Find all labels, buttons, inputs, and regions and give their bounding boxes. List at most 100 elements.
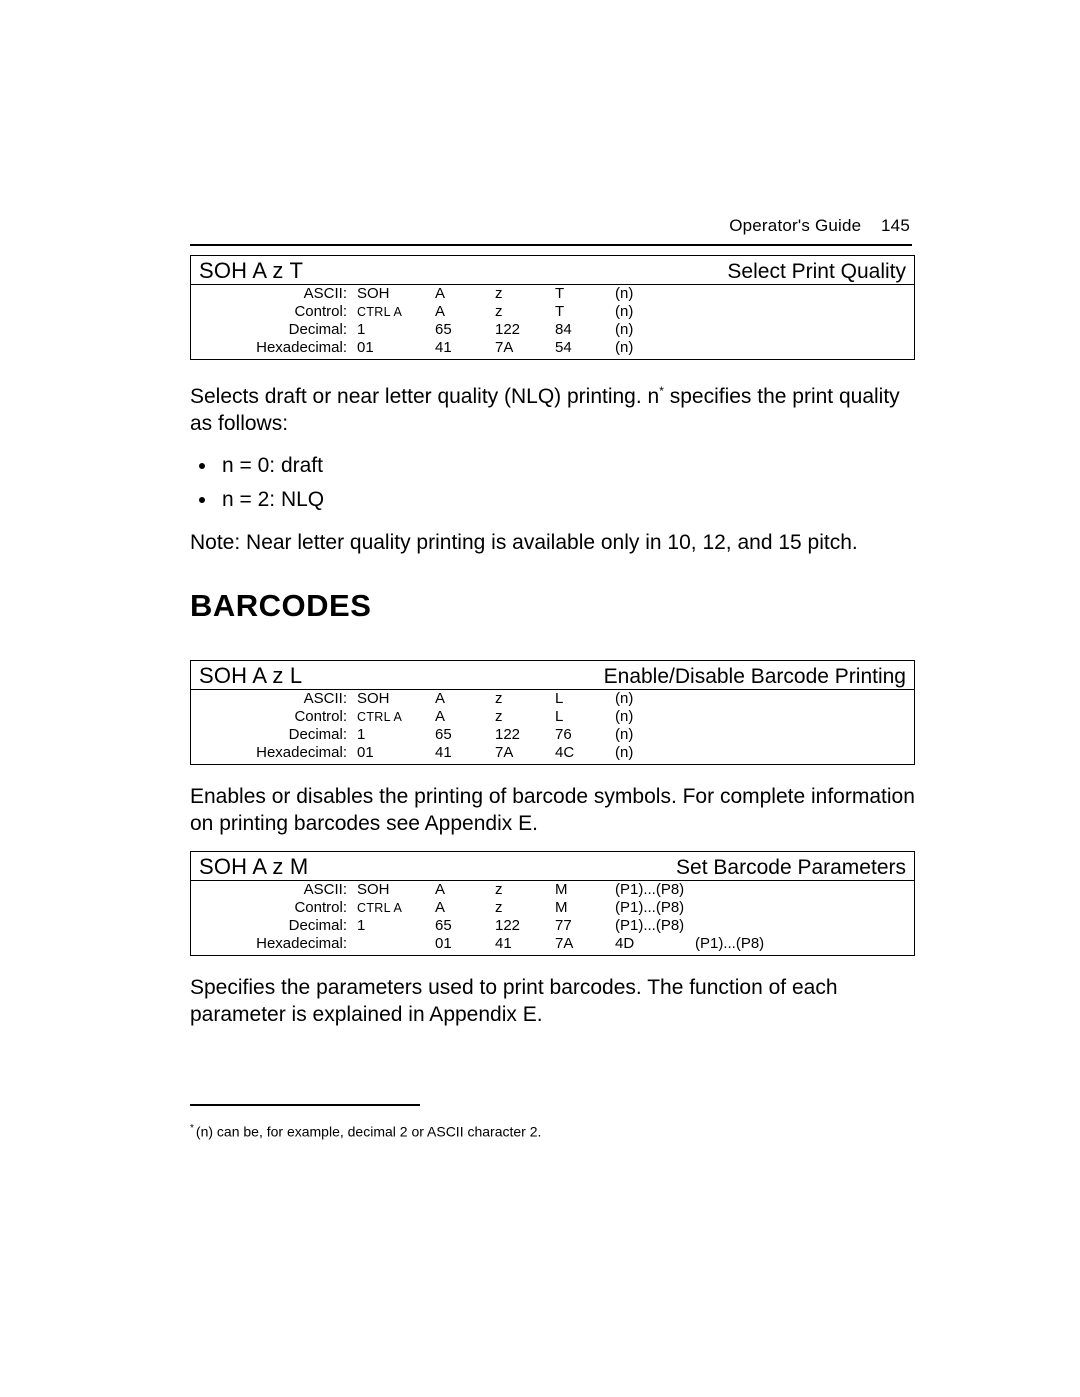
enc-label: ASCII: <box>191 881 351 899</box>
enc-cell: 65 <box>435 726 495 744</box>
enc-cell: M <box>555 881 615 899</box>
enc-cell: 1 <box>351 726 435 744</box>
enc-cell: T <box>555 285 615 303</box>
command-title: Set Barcode Parameters <box>676 856 906 880</box>
table-row: ASCII: SOH A z M (P1)...(P8) <box>191 881 914 899</box>
encoding-table: ASCII: SOH A z T (n) Control: CTRL A A z… <box>191 285 914 359</box>
enc-cell: 54 <box>555 339 615 357</box>
enc-cell: z <box>495 285 555 303</box>
table-row: Control: CTRL A A z L (n) <box>191 708 914 726</box>
command-header: SOH A z M Set Barcode Parameters <box>191 852 914 881</box>
list-item: n = 0: draft <box>218 451 915 481</box>
enc-cell: T <box>555 303 615 321</box>
enc-cell: z <box>495 881 555 899</box>
section-heading-barcodes: BARCODES <box>190 588 915 624</box>
note-paragraph: Note: Near letter quality printing is av… <box>190 529 915 556</box>
enc-cell: L <box>555 708 615 726</box>
enc-cell: (P1)...(P8) <box>615 917 695 935</box>
table-row: Control: CTRL A A z M (P1)...(P8) <box>191 899 914 917</box>
enc-cell: (n) <box>615 303 695 321</box>
enc-cell: (n) <box>615 321 695 339</box>
enc-label: Hexadecimal: <box>191 935 351 953</box>
bullet-list: n = 0: draft n = 2: NLQ <box>218 451 915 515</box>
footnote-text: (n) can be, for example, decimal 2 or AS… <box>196 1124 542 1140</box>
enc-cell: A <box>435 708 495 726</box>
command-header: SOH A z L Enable/Disable Barcode Printin… <box>191 661 914 690</box>
enc-cell: z <box>495 708 555 726</box>
table-row: Hexadecimal: 01 41 7A 54 (n) <box>191 339 914 357</box>
enc-cell: 122 <box>495 917 555 935</box>
enc-cell: A <box>435 285 495 303</box>
table-row: Hexadecimal: 01 41 7A 4D (P1)...(P8) <box>191 935 914 953</box>
list-item: n = 2: NLQ <box>218 485 915 515</box>
enc-label: Hexadecimal: <box>191 339 351 357</box>
enc-cell: CTRL A <box>351 899 435 917</box>
enc-cell <box>351 935 435 953</box>
enc-cell: z <box>495 899 555 917</box>
header-rule <box>190 244 912 246</box>
enc-cell: 1 <box>351 321 435 339</box>
enc-cell: M <box>555 899 615 917</box>
enc-cell: 65 <box>435 321 495 339</box>
enc-cell: (P1)...(P8) <box>695 935 795 953</box>
enc-cell: 65 <box>435 917 495 935</box>
enc-cell: 41 <box>435 744 495 762</box>
command-title: Enable/Disable Barcode Printing <box>604 665 906 689</box>
enc-label: Decimal: <box>191 321 351 339</box>
command-code: SOH A z T <box>199 258 303 284</box>
table-row: Decimal: 1 65 122 77 (P1)...(P8) <box>191 917 914 935</box>
table-row: Decimal: 1 65 122 84 (n) <box>191 321 914 339</box>
enc-label: ASCII: <box>191 285 351 303</box>
command-code: SOH A z M <box>199 854 308 880</box>
command-title: Select Print Quality <box>727 260 906 284</box>
enc-cell: 01 <box>351 744 435 762</box>
enc-cell: (n) <box>615 285 695 303</box>
enc-label: Control: <box>191 708 351 726</box>
footnote-rule <box>190 1104 420 1106</box>
paragraph: Specifies the parameters used to print b… <box>190 974 915 1028</box>
page-number: 145 <box>881 216 910 235</box>
footnote: *(n) can be, for example, decimal 2 or A… <box>190 1120 915 1141</box>
command-box-print-quality: SOH A z T Select Print Quality ASCII: SO… <box>190 255 915 360</box>
command-code: SOH A z L <box>199 663 302 689</box>
enc-cell: 122 <box>495 726 555 744</box>
paragraph: Selects draft or near letter quality (NL… <box>190 378 915 437</box>
enc-cell: (P1)...(P8) <box>615 899 695 917</box>
enc-cell: (n) <box>615 690 695 708</box>
enc-cell: 77 <box>555 917 615 935</box>
enc-cell: A <box>435 881 495 899</box>
enc-cell: 01 <box>351 339 435 357</box>
enc-label: ASCII: <box>191 690 351 708</box>
page-header: Operator's Guide 145 <box>729 216 910 236</box>
encoding-table: ASCII: SOH A z M (P1)...(P8) Control: CT… <box>191 881 914 955</box>
enc-cell: 4C <box>555 744 615 762</box>
enc-cell: 41 <box>435 339 495 357</box>
enc-cell: 122 <box>495 321 555 339</box>
enc-cell: (n) <box>615 708 695 726</box>
enc-cell: 7A <box>495 744 555 762</box>
enc-cell: A <box>435 303 495 321</box>
enc-cell: (n) <box>615 744 695 762</box>
enc-cell: 76 <box>555 726 615 744</box>
enc-label: Control: <box>191 899 351 917</box>
enc-cell: (n) <box>615 339 695 357</box>
para-text: Selects draft or near letter quality (NL… <box>190 385 659 408</box>
bullet-text: n = 2: NLQ <box>222 488 324 511</box>
enc-cell: z <box>495 303 555 321</box>
table-row: Control: CTRL A A z T (n) <box>191 303 914 321</box>
enc-cell: (P1)...(P8) <box>615 881 695 899</box>
page-header-title: Operator's Guide <box>729 216 861 235</box>
enc-cell: z <box>495 690 555 708</box>
enc-cell: 7A <box>495 339 555 357</box>
enc-cell: CTRL A <box>351 708 435 726</box>
enc-cell: 01 <box>435 935 495 953</box>
enc-label: Control: <box>191 303 351 321</box>
enc-label: Decimal: <box>191 726 351 744</box>
enc-cell: 1 <box>351 917 435 935</box>
command-header: SOH A z T Select Print Quality <box>191 256 914 285</box>
enc-cell: 84 <box>555 321 615 339</box>
enc-cell: (n) <box>615 726 695 744</box>
paragraph: Enables or disables the printing of barc… <box>190 783 915 837</box>
table-row: Decimal: 1 65 122 76 (n) <box>191 726 914 744</box>
table-row: ASCII: SOH A z L (n) <box>191 690 914 708</box>
